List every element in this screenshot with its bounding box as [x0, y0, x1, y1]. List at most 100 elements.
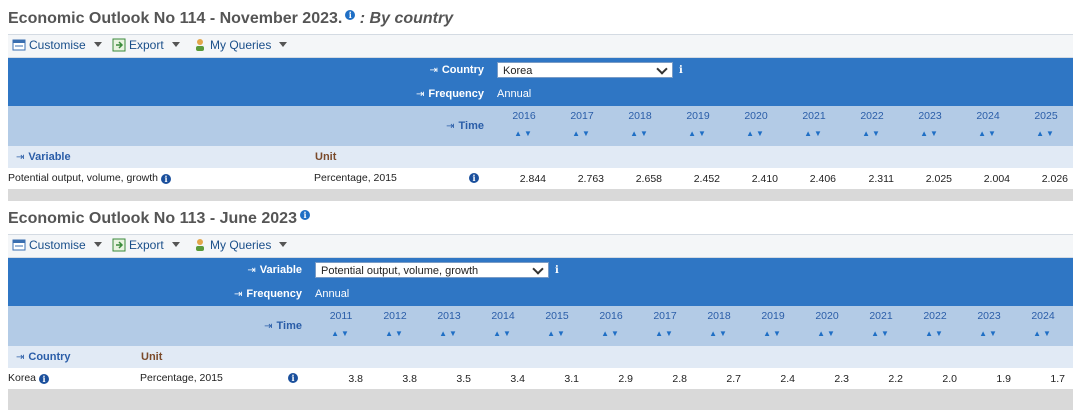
sort-arrows-icon[interactable]: ▲▼: [978, 129, 998, 138]
sort-arrows-icon[interactable]: ▲▼: [709, 329, 729, 338]
year-header-2011: 2011: [329, 310, 353, 322]
table-cell-2015: 3.1: [564, 373, 579, 385]
export-button[interactable]: Export: [112, 38, 180, 52]
sort-arrows-icon[interactable]: ▲▼: [804, 129, 824, 138]
sort-arrows-icon[interactable]: ▲▼: [763, 329, 783, 338]
panel1-title: Economic Outlook No 114 - November 2023.…: [8, 10, 453, 28]
sort-arrows-icon[interactable]: ▲▼: [514, 129, 534, 138]
unit-value: Percentage, 2015: [140, 372, 223, 384]
variable-column-header[interactable]: ⇥ Variable: [16, 151, 71, 163]
table-row-label: Potential output, volume, growth i: [8, 172, 172, 184]
year-header-2024: 2024: [976, 110, 1000, 122]
frequency-dim-label: ⇥ Frequency: [415, 88, 484, 100]
user-icon: [196, 239, 204, 251]
customise-icon: [12, 39, 26, 51]
year-header-2017: 2017: [570, 110, 594, 122]
unit-value: Percentage, 2015: [314, 172, 397, 184]
user-icon: [196, 39, 204, 51]
table-cell-2022: 2.311: [868, 173, 895, 185]
sort-arrows-icon[interactable]: ▲▼: [871, 329, 891, 338]
sort-arrows-icon[interactable]: ▲▼: [1033, 329, 1053, 338]
info-icon[interactable]: i: [161, 174, 172, 184]
table-cell-2024: 2.004: [983, 173, 1010, 185]
frequency-dim-label: ⇥ Frequency: [233, 288, 302, 300]
export-label: Export: [129, 38, 164, 52]
customise-icon: [12, 239, 26, 251]
year-header-2020: 2020: [744, 110, 768, 122]
chevron-down-icon: [279, 242, 288, 247]
export-button[interactable]: Export: [112, 238, 180, 252]
arrow-icon: ⇥: [247, 265, 256, 276]
info-icon[interactable]: i: [299, 210, 310, 220]
year-header-2018: 2018: [707, 310, 731, 322]
customise-button[interactable]: Customise: [12, 238, 102, 252]
table-row-label: Korea i: [8, 372, 50, 384]
my-queries-label: My Queries: [210, 238, 272, 252]
sort-arrows-icon[interactable]: ▲▼: [1036, 129, 1056, 138]
year-header-2016: 2016: [599, 310, 623, 322]
table-cell-2023: 2.025: [925, 173, 952, 185]
sort-arrows-icon[interactable]: ▲▼: [746, 129, 766, 138]
panel2-footer-bar: [8, 389, 1073, 410]
table-cell-2019: 2.4: [780, 373, 795, 385]
sort-arrows-icon[interactable]: ▲▼: [688, 129, 708, 138]
year-header-2015: 2015: [545, 310, 569, 322]
chevron-down-icon: [93, 242, 102, 247]
chevron-down-icon: [656, 63, 668, 75]
panel1-title-sub: : By country: [359, 10, 454, 27]
table-cell-2016: 2.9: [618, 373, 633, 385]
panel2-title-main: Economic Outlook No 113 - June 2023: [8, 210, 297, 227]
panel2-time-row: [8, 306, 1073, 346]
sort-arrows-icon[interactable]: ▲▼: [925, 329, 945, 338]
year-header-2016: 2016: [512, 110, 536, 122]
info-icon[interactable]: i: [345, 10, 356, 20]
table-cell-2025: 2.026: [1041, 173, 1068, 185]
year-header-2025: 2025: [1034, 110, 1058, 122]
info-icon[interactable]: i: [288, 373, 298, 383]
customise-label: Customise: [29, 238, 86, 252]
panel1-row-header: [8, 146, 1073, 168]
arrow-icon: ⇥: [16, 352, 25, 363]
info-icon[interactable]: i: [469, 173, 479, 183]
arrow-icon: ⇥: [415, 89, 425, 100]
table-cell-2021: 2.2: [888, 373, 903, 385]
sort-arrows-icon[interactable]: ▲▼: [655, 329, 675, 338]
time-dim-label: ⇥ Time: [264, 320, 302, 332]
sort-arrows-icon[interactable]: ▲▼: [817, 329, 837, 338]
sort-arrows-icon[interactable]: ▲▼: [572, 129, 592, 138]
sort-arrows-icon[interactable]: ▲▼: [547, 329, 567, 338]
sort-arrows-icon[interactable]: ▲▼: [601, 329, 621, 338]
sort-arrows-icon[interactable]: ▲▼: [331, 329, 351, 338]
variable-select[interactable]: Potential output, volume, growth: [315, 262, 549, 278]
arrow-icon: ⇥: [16, 152, 25, 163]
sort-arrows-icon[interactable]: ▲▼: [493, 329, 513, 338]
my-queries-button[interactable]: My Queries: [193, 238, 288, 252]
sort-arrows-icon[interactable]: ▲▼: [920, 129, 940, 138]
chevron-down-icon: [532, 263, 544, 275]
table-cell-2024: 1.7: [1050, 373, 1065, 385]
table-cell-2020: 2.3: [834, 373, 849, 385]
table-cell-2013: 3.5: [456, 373, 471, 385]
table-cell-2023: 1.9: [996, 373, 1011, 385]
year-header-2024: 2024: [1031, 310, 1055, 322]
info-icon[interactable]: i: [39, 374, 50, 384]
country-select[interactable]: Korea: [497, 62, 673, 78]
panel2-title: Economic Outlook No 113 - June 2023 i: [8, 210, 310, 228]
panel1-title-main: Economic Outlook No 114 - November 2023.: [8, 10, 343, 27]
info-icon[interactable]: i: [555, 265, 559, 276]
panel1-toolbar: Customise Export My Queries: [8, 34, 1073, 58]
info-icon[interactable]: i: [679, 65, 683, 76]
sort-arrows-icon[interactable]: ▲▼: [385, 329, 405, 338]
sort-arrows-icon[interactable]: ▲▼: [862, 129, 882, 138]
unit-column-header: Unit: [315, 151, 337, 163]
sort-arrows-icon[interactable]: ▲▼: [439, 329, 459, 338]
chevron-down-icon: [171, 242, 180, 247]
frequency-value: Annual: [497, 88, 532, 100]
country-select-value: Korea: [503, 65, 533, 77]
sort-arrows-icon[interactable]: ▲▼: [630, 129, 650, 138]
sort-arrows-icon[interactable]: ▲▼: [979, 329, 999, 338]
year-header-2023: 2023: [918, 110, 942, 122]
country-column-header[interactable]: ⇥ Country: [16, 351, 71, 363]
customise-button[interactable]: Customise: [12, 38, 102, 52]
my-queries-button[interactable]: My Queries: [193, 38, 288, 52]
